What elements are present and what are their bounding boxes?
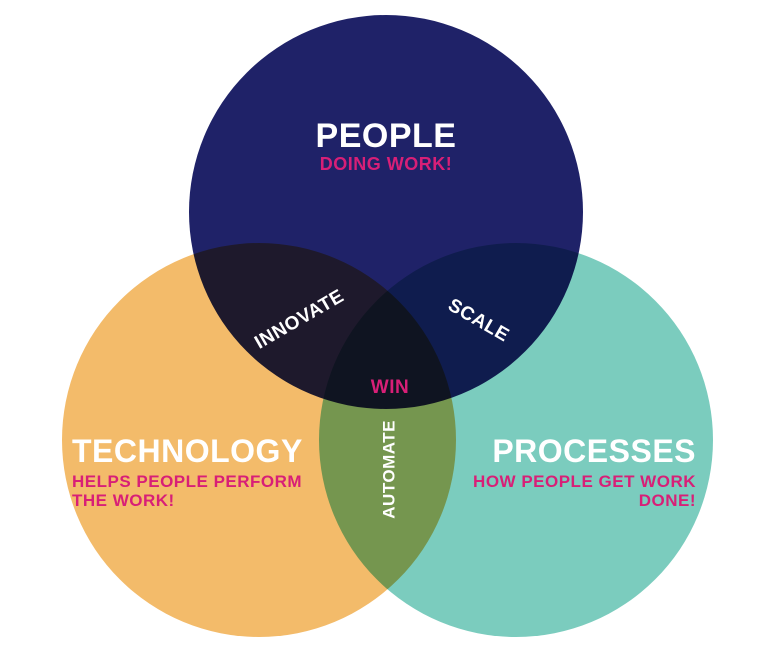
- people-block: PEOPLE DOING WORK!: [270, 118, 502, 175]
- processes-subtitle: HOW PEOPLE GET WORK DONE!: [460, 473, 696, 510]
- technology-subtitle: HELPS PEOPLE PERFORM THE WORK!: [72, 473, 328, 510]
- people-title: PEOPLE: [270, 118, 502, 155]
- overlap-automate: AUTOMATE: [381, 409, 400, 529]
- overlap-win: WIN: [350, 378, 430, 399]
- technology-title: TECHNOLOGY: [72, 434, 328, 469]
- processes-title: PROCESSES: [460, 434, 696, 469]
- processes-block: PROCESSES HOW PEOPLE GET WORK DONE!: [460, 434, 696, 511]
- venn-diagram: PEOPLE DOING WORK! TECHNOLOGY HELPS PEOP…: [0, 0, 768, 668]
- people-subtitle: DOING WORK!: [270, 155, 502, 175]
- technology-block: TECHNOLOGY HELPS PEOPLE PERFORM THE WORK…: [72, 434, 328, 511]
